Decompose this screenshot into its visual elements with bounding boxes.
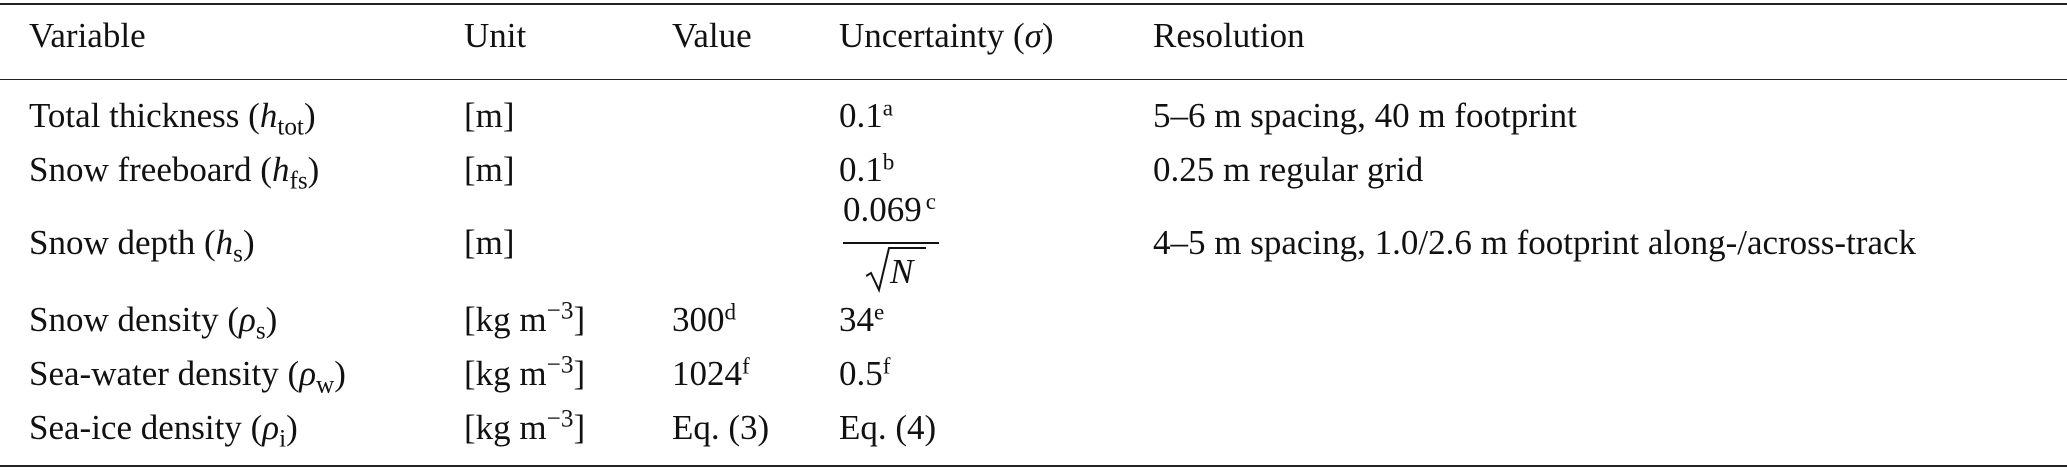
row-snow-density-value: 300d [672,298,737,339]
header-unit: Unit [464,16,527,55]
square-root-icon [866,247,926,294]
fraction-bar [843,242,939,244]
table-bottom-rule [0,465,2067,467]
row-total-thickness-uncertainty: 0.1a [839,94,894,135]
table-top-rule [0,3,2067,5]
fraction-denominator: N [866,244,926,296]
row-sea-water-density-unit: [kg m−3] [464,351,586,393]
row-sea-water-density-variable: Sea-water density (ρw) [29,354,346,399]
row-total-thickness-variable: Total thickness (htot) [29,96,316,141]
row-sea-water-density-uncertainty: 0.5f [839,352,891,393]
row-snow-freeboard-variable: Snow freeboard (hfs) [29,150,320,195]
row-total-thickness-resolution: 5–6 m spacing, 40 m footprint [1153,96,1577,135]
row-sea-water-density-value: 1024f [672,352,750,393]
row-snow-density-variable: Snow density (ρs) [29,300,278,345]
header-variable: Variable [29,16,146,55]
header-uncertainty: Uncertainty (σ) [839,16,1054,55]
row-sea-ice-density-unit: [kg m−3] [464,405,586,447]
row-sea-ice-density-uncertainty: Eq. (4) [839,408,937,447]
header-resolution: Resolution [1153,16,1305,55]
row-total-thickness-unit: [m] [464,96,515,135]
row-sea-ice-density-variable: Sea-ice density (ρi) [29,408,298,453]
row-snow-freeboard-unit: [m] [464,150,515,189]
row-snow-depth-resolution: 4–5 m spacing, 1.0/2.6 m footprint along… [1153,223,1917,262]
table-header-rule [0,79,2067,80]
row-snow-density-unit: [kg m−3] [464,297,586,339]
row-snow-density-uncertainty: 34e [839,298,885,339]
row-snow-freeboard-uncertainty: 0.1b [839,148,895,189]
row-snow-freeboard-resolution: 0.25 m regular grid [1153,150,1424,189]
fraction-numerator: 0.069 c [843,188,937,229]
header-value: Value [672,16,752,55]
row-snow-depth-variable: Snow depth (hs) [29,223,255,268]
row-snow-depth-unit: [m] [464,223,515,262]
row-sea-ice-density-value: Eq. (3) [672,408,770,447]
